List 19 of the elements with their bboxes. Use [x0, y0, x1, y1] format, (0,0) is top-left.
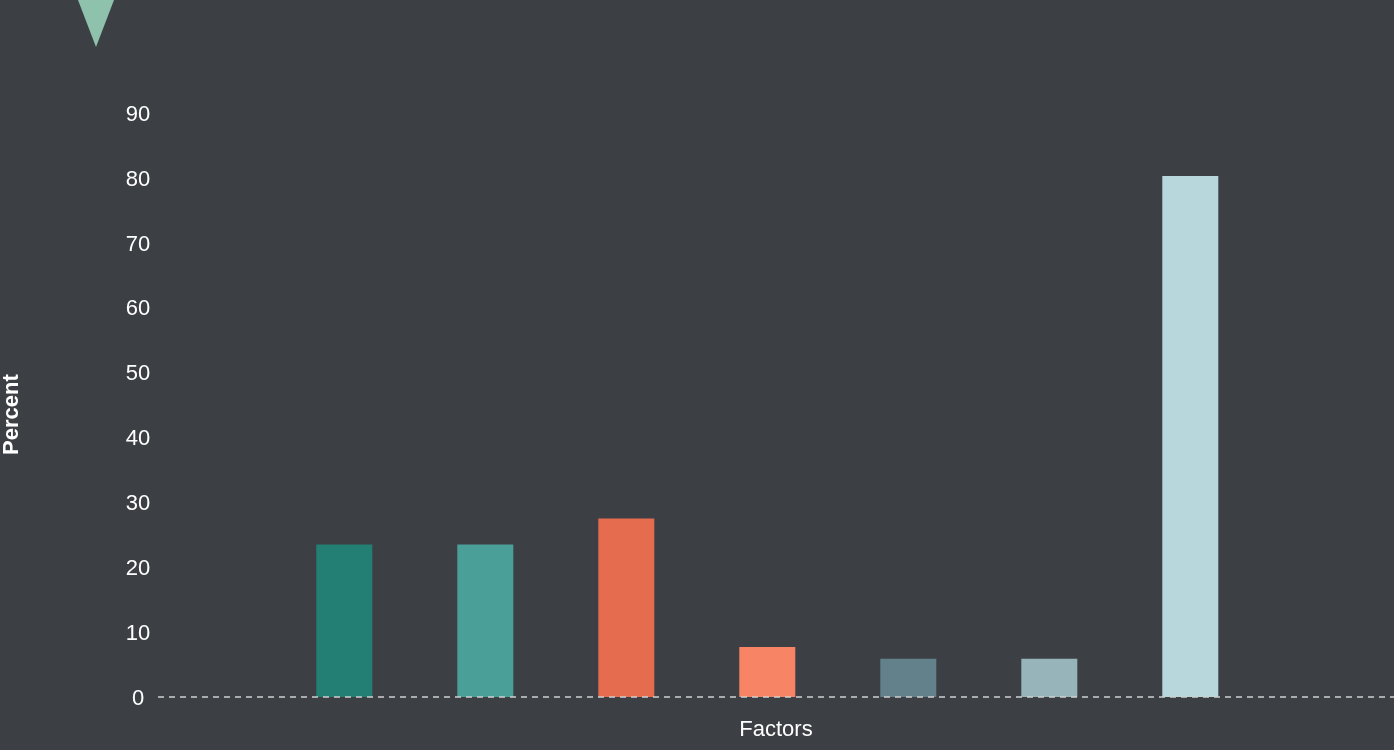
y-axis-title: Percent	[0, 373, 23, 455]
y-tick-label: 50	[125, 360, 151, 386]
bar	[1162, 175, 1219, 697]
y-tick-label: 20	[125, 555, 151, 581]
bar	[1021, 658, 1078, 697]
y-tick-label: 30	[125, 490, 151, 516]
y-tick-label: 10	[125, 619, 151, 645]
y-tick-label: 0	[131, 684, 145, 710]
y-tick-label: 40	[125, 425, 151, 451]
y-tick-label: 70	[125, 230, 151, 256]
bar	[739, 647, 796, 697]
bar	[316, 544, 373, 697]
bar	[598, 518, 655, 697]
bar	[880, 658, 937, 697]
y-tick-label: 60	[125, 295, 151, 321]
x-axis-title: Factors	[739, 716, 813, 741]
y-tick-label: 90	[125, 100, 151, 126]
bar	[457, 544, 514, 697]
y-tick-label: 80	[125, 165, 151, 191]
